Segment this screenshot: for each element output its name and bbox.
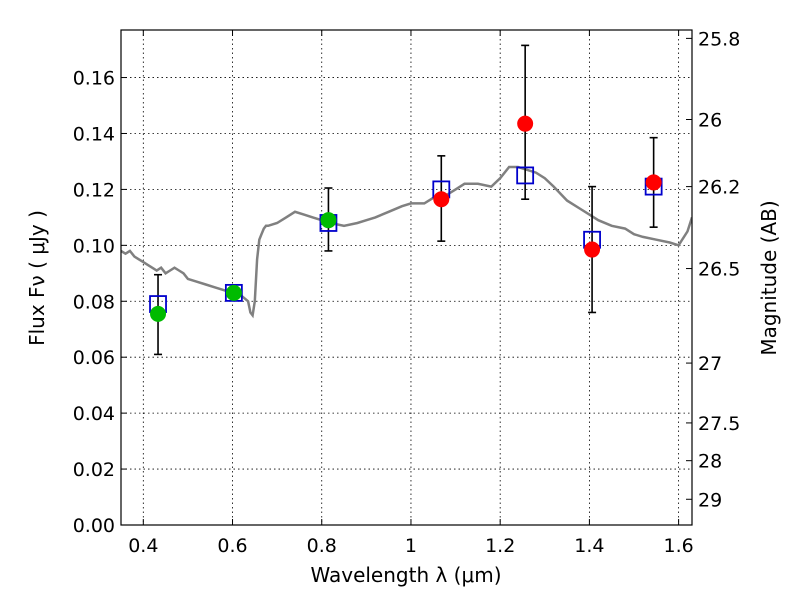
observed-circle-marker bbox=[150, 305, 167, 322]
right-tick-label: 26.5 bbox=[698, 259, 740, 281]
right-tick-label: 27 bbox=[698, 353, 722, 375]
x-tick-label: 1.6 bbox=[664, 535, 694, 557]
observed-circle-marker bbox=[320, 212, 337, 229]
axis-ticks bbox=[121, 30, 692, 526]
right-axis-label: Magnitude (AB) bbox=[757, 200, 781, 355]
y-tick-label: 0.02 bbox=[73, 459, 115, 481]
y-axis-label: Flux Fν ( μJy ) bbox=[25, 210, 49, 346]
x-tick-label: 1 bbox=[405, 535, 417, 557]
observed-circle-marker bbox=[584, 241, 601, 258]
observed-circle-marker bbox=[433, 191, 450, 208]
grid-lines bbox=[121, 30, 692, 525]
right-tick-label: 26 bbox=[698, 109, 722, 131]
right-tick-label: 27.5 bbox=[698, 413, 740, 435]
plot-area bbox=[121, 44, 692, 356]
observed-circle-marker bbox=[645, 174, 662, 191]
y-tick-label: 0.08 bbox=[73, 291, 115, 313]
x-tick-label: 0.8 bbox=[307, 535, 337, 557]
right-tick-label: 25.8 bbox=[698, 28, 740, 50]
observed-circle-marker bbox=[225, 284, 242, 301]
right-tick-label: 29 bbox=[698, 489, 722, 511]
observed-circle-marker bbox=[517, 115, 534, 132]
plot-frame bbox=[120, 29, 693, 526]
tick-labels: 0.4 0.6 0.8 1 1.2 1.4 1.6 0.00 0.02 0.04 0.06 0.08 0… bbox=[73, 28, 741, 557]
y-tick-label: 0.04 bbox=[73, 403, 115, 425]
y-tick-label: 0.00 bbox=[73, 515, 115, 537]
x-tick-label: 1.2 bbox=[485, 535, 515, 557]
right-tick-label: 26.2 bbox=[698, 177, 740, 199]
model-square-marker bbox=[516, 166, 535, 185]
x-tick-label: 0.4 bbox=[128, 535, 158, 557]
plot-series bbox=[121, 44, 692, 356]
right-tick-label: 28 bbox=[698, 451, 722, 473]
y-tick-label: 0.12 bbox=[73, 179, 115, 201]
y-tick-label: 0.14 bbox=[73, 123, 115, 145]
y-tick-label: 0.16 bbox=[73, 68, 115, 90]
x-axis-label: Wavelength λ (μm) bbox=[310, 563, 501, 587]
x-tick-label: 0.6 bbox=[217, 535, 247, 557]
y-tick-label: 0.06 bbox=[73, 347, 115, 369]
y-tick-label: 0.10 bbox=[73, 235, 115, 257]
x-tick-label: 1.4 bbox=[574, 535, 604, 557]
spectrum-line bbox=[121, 165, 692, 319]
